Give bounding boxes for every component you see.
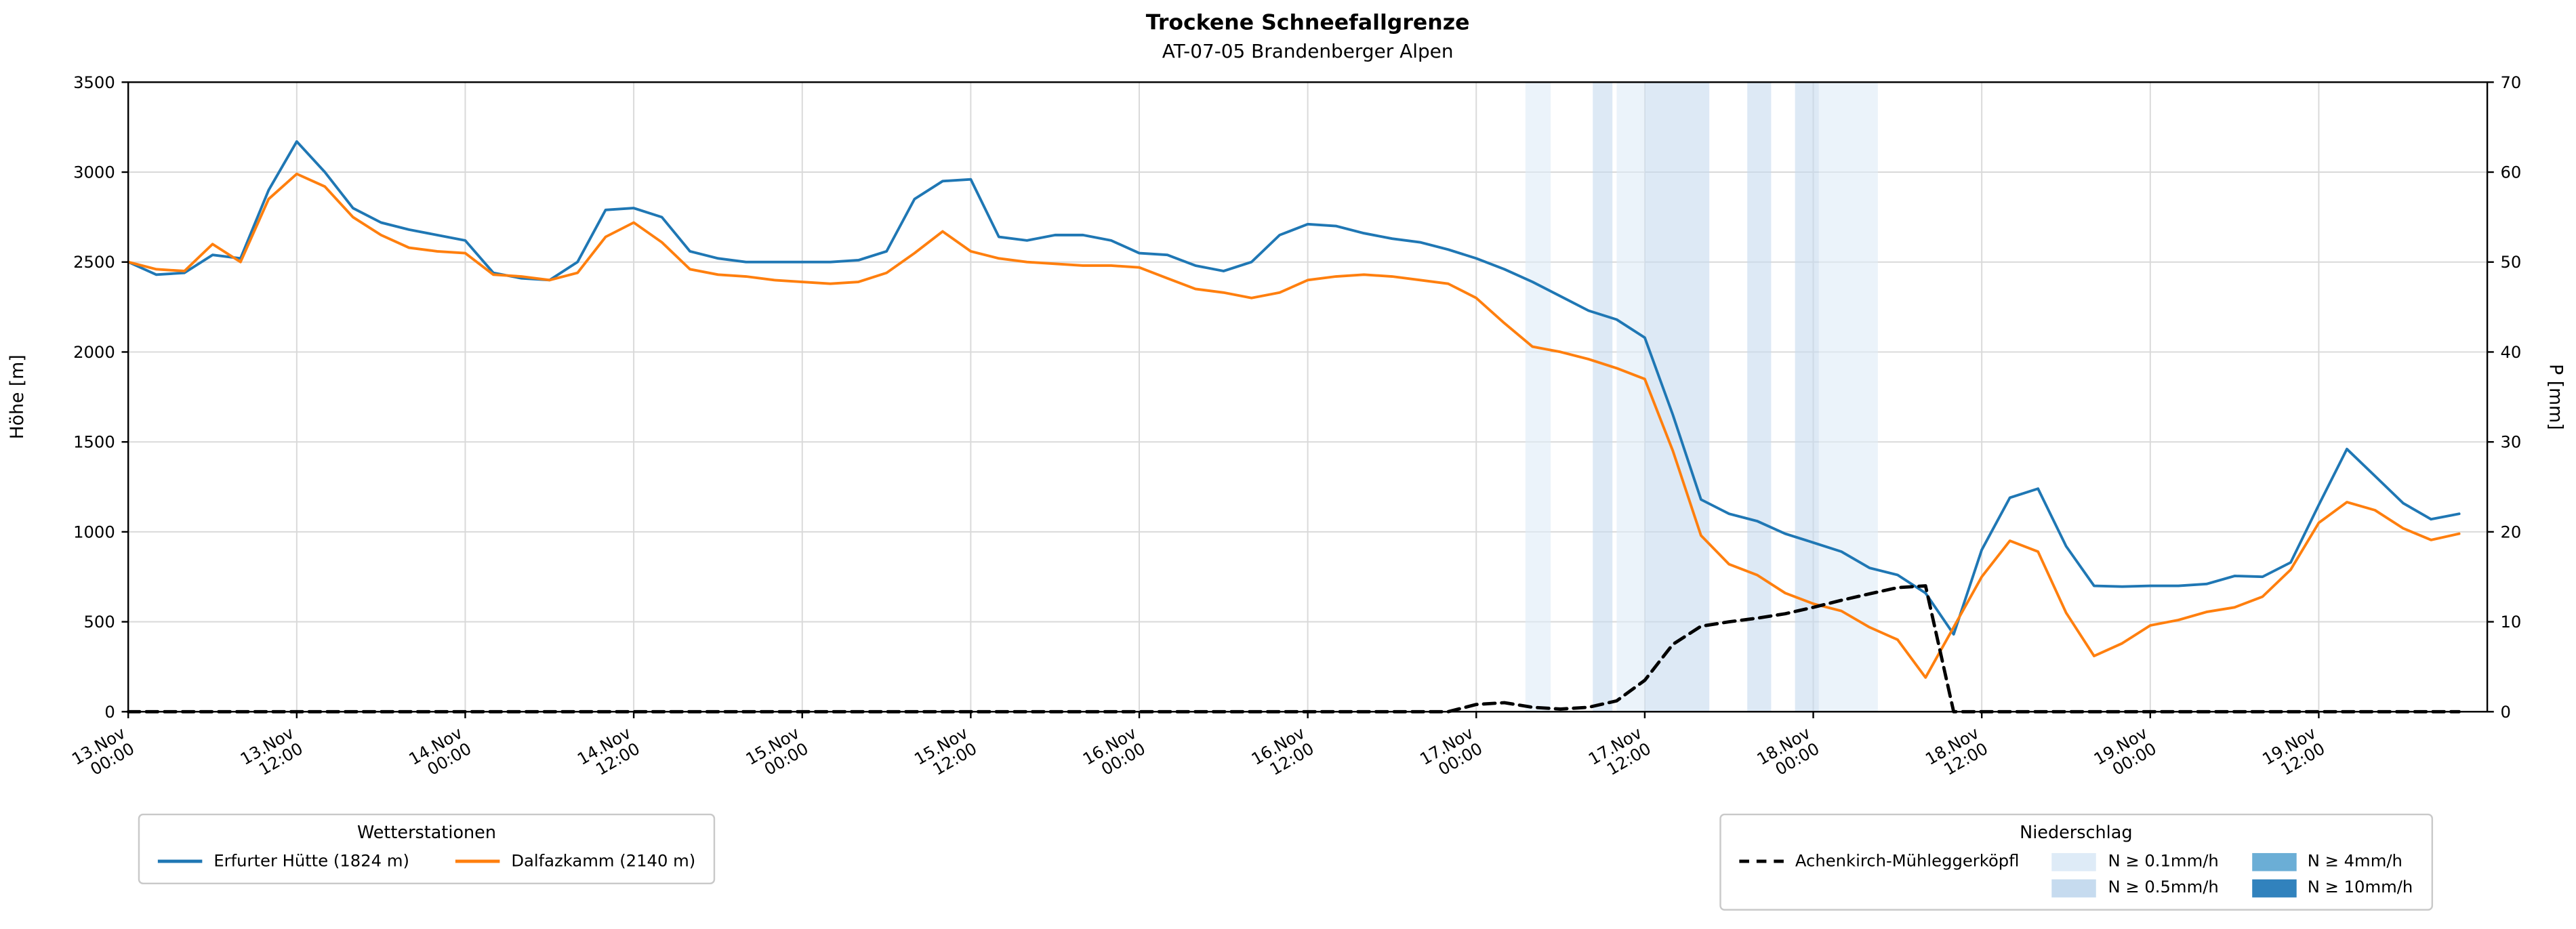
- svg-text:0: 0: [104, 702, 115, 722]
- svg-text:20: 20: [2500, 522, 2521, 541]
- svg-text:3000: 3000: [73, 162, 115, 182]
- legend-stations: Wetterstationen Erfurter Hütte (1824 m) …: [138, 813, 716, 884]
- x-tick-labels: 13.Nov00:00 13.Nov12:00 14.Nov00:00 14.Nov1…: [68, 723, 2328, 785]
- precip-patch-icon: [2251, 878, 2296, 897]
- svg-text:50: 50: [2500, 252, 2521, 272]
- svg-text:19.Nov12:00: 19.Nov12:00: [2259, 723, 2328, 785]
- legend-stations-title: Wetterstationen: [357, 823, 497, 844]
- y-right-axis-label: P [mm]: [2545, 364, 2566, 430]
- svg-text:16.Nov00:00: 16.Nov00:00: [1080, 723, 1149, 785]
- legend-stations-rows: Erfurter Hütte (1824 m) Dalfazkamm (2140…: [157, 852, 695, 871]
- svg-text:2500: 2500: [73, 252, 115, 272]
- svg-text:3500: 3500: [73, 73, 115, 92]
- legend-patch-column-1: N ≥ 0.1mm/h N ≥ 0.5mm/h: [2051, 852, 2219, 897]
- legend-patch-column-2: N ≥ 4mm/h N ≥ 10mm/h: [2251, 852, 2413, 897]
- legend-precip-title: Niederschlag: [2020, 823, 2133, 844]
- line-sample-icon: [455, 859, 500, 864]
- svg-text:10: 10: [2500, 612, 2521, 632]
- svg-text:17.Nov00:00: 17.Nov00:00: [1416, 723, 1486, 785]
- tick-marks: [121, 81, 2494, 719]
- chart-title: Trockene Schneefallgrenze: [1145, 11, 1470, 37]
- legend-precip: Niederschlag Achenkirch-Mühleggerköpfl N…: [1719, 813, 2433, 910]
- line-sample-icon: [157, 859, 203, 864]
- precip-patch-icon: [2051, 878, 2097, 897]
- legend-entry-n4: N ≥ 4mm/h: [2251, 852, 2413, 871]
- series-line-0: [127, 140, 2461, 636]
- svg-text:14.Nov12:00: 14.Nov12:00: [574, 723, 643, 785]
- svg-text:70: 70: [2500, 73, 2521, 92]
- svg-text:16.Nov12:00: 16.Nov12:00: [1248, 723, 1317, 785]
- precip-patch-icon: [2051, 852, 2097, 871]
- svg-text:15.Nov00:00: 15.Nov00:00: [742, 723, 811, 785]
- legend-entry-label: Erfurter Hütte (1824 m): [213, 852, 409, 871]
- legend-entry-n01: N ≥ 0.1mm/h: [2051, 852, 2219, 871]
- svg-text:40: 40: [2500, 342, 2521, 362]
- legend-entry-label: N ≥ 0.1mm/h: [2108, 852, 2219, 871]
- svg-text:18.Nov12:00: 18.Nov12:00: [1922, 723, 1991, 785]
- legend-entry-achenkirch: Achenkirch-Mühleggerköpfl: [1739, 852, 2019, 871]
- y-left-tick-labels: 0 500 1000 1500 2000 2500 3000 3500: [73, 73, 115, 722]
- legend-entry-n05: N ≥ 0.5mm/h: [2051, 878, 2219, 897]
- chart-subtitle: AT-07-05 Brandenberger Alpen: [1162, 39, 1454, 63]
- precip-bands: [1525, 82, 1878, 712]
- svg-text:13.Nov12:00: 13.Nov12:00: [237, 723, 306, 785]
- svg-text:19.Nov00:00: 19.Nov00:00: [2090, 723, 2159, 785]
- series-line-1: [127, 172, 2461, 679]
- legend-entry-label: Achenkirch-Mühleggerköpfl: [1795, 852, 2020, 871]
- legend-entry-label: Dalfazkamm (2140 m): [511, 852, 696, 871]
- legend-entry-label: N ≥ 4mm/h: [2307, 852, 2403, 871]
- svg-text:17.Nov12:00: 17.Nov12:00: [1585, 723, 1654, 785]
- legend-entry-n10: N ≥ 10mm/h: [2251, 878, 2413, 897]
- svg-text:30: 30: [2500, 432, 2521, 452]
- svg-text:14.Nov00:00: 14.Nov00:00: [405, 723, 474, 785]
- svg-text:2000: 2000: [73, 342, 115, 362]
- legend-entry-erfurter-huette: Erfurter Hütte (1824 m): [157, 852, 409, 871]
- legend-entry-dalfazkamm: Dalfazkamm (2140 m): [455, 852, 695, 871]
- grid-lines: [127, 81, 2488, 713]
- svg-text:1000: 1000: [73, 522, 115, 541]
- legend-entry-label: N ≥ 0.5mm/h: [2108, 878, 2219, 897]
- precip-patch-icon: [2251, 852, 2296, 871]
- legend-entry-label: N ≥ 10mm/h: [2307, 878, 2413, 897]
- svg-text:13.Nov00:00: 13.Nov00:00: [68, 723, 138, 785]
- legend-precip-content: Achenkirch-Mühleggerköpfl N ≥ 0.1mm/h N …: [1739, 852, 2413, 897]
- svg-text:15.Nov12:00: 15.Nov12:00: [911, 723, 980, 785]
- svg-text:500: 500: [84, 612, 115, 632]
- svg-text:18.Nov00:00: 18.Nov00:00: [1753, 723, 1822, 785]
- svg-text:1500: 1500: [73, 432, 115, 452]
- dashed-line-sample-icon: [1739, 859, 1784, 863]
- svg-text:0: 0: [2500, 702, 2510, 722]
- y-right-tick-labels: 0 10 20 30 40 50 60 70: [2500, 73, 2521, 722]
- svg-text:60: 60: [2500, 162, 2521, 182]
- y-left-axis-label: Höhe [m]: [7, 354, 28, 439]
